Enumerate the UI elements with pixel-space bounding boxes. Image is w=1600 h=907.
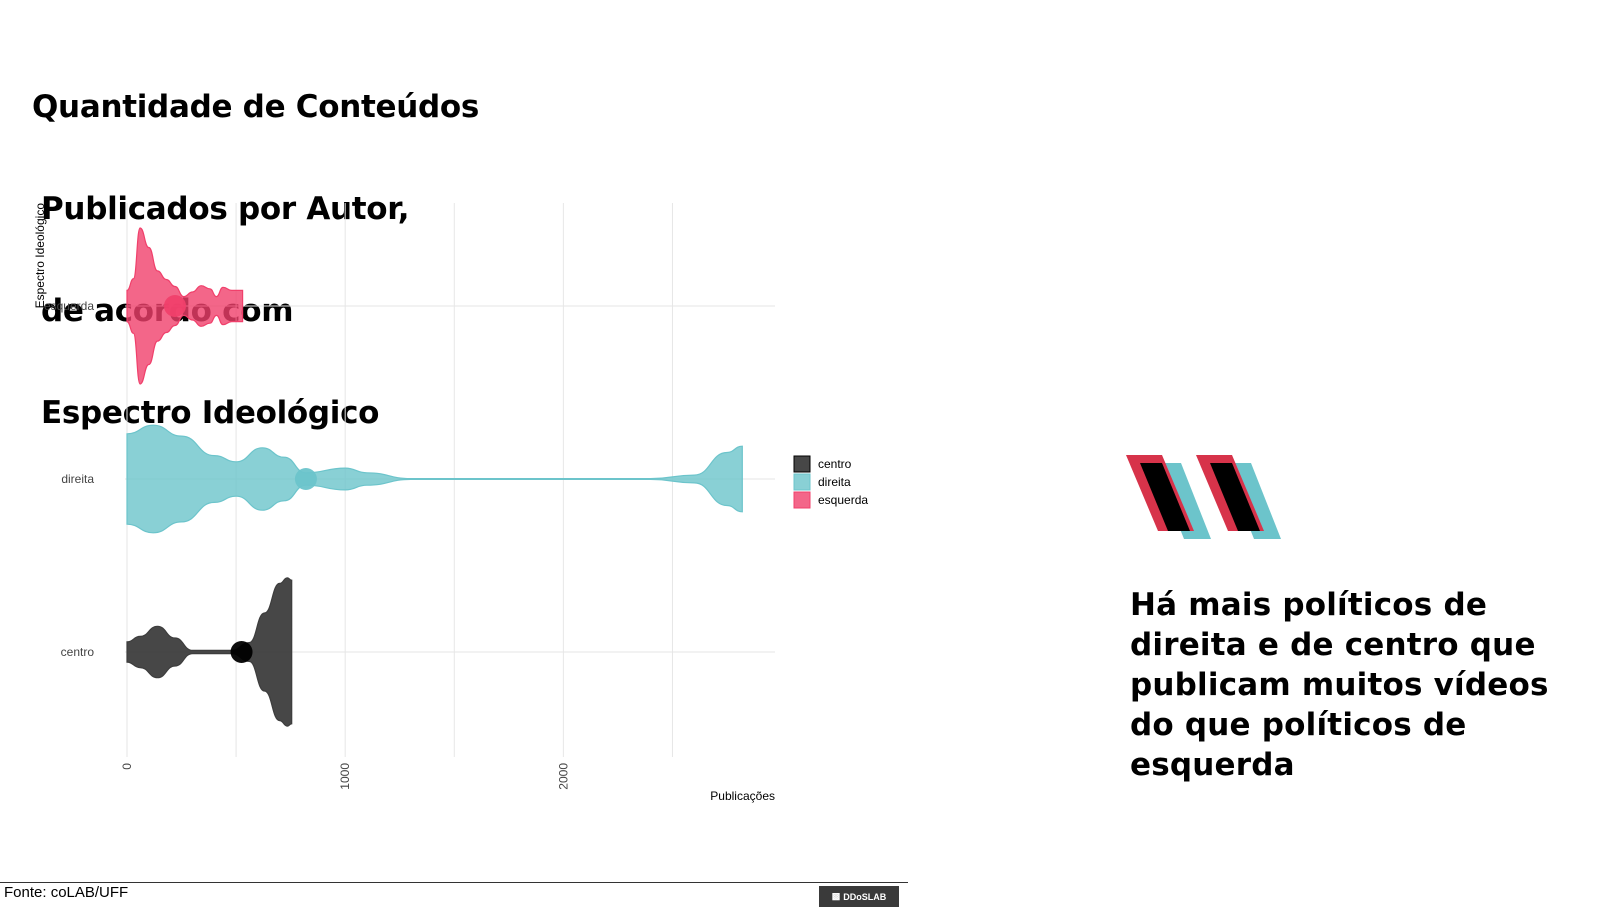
violin-centro [126, 577, 293, 727]
mean-point-direita [294, 468, 317, 490]
statement-line-2: direita e de centro que [1130, 627, 1536, 663]
brand-logo: ▩ DDoSLAB [819, 886, 899, 907]
statement-line-3: publicam muitos vídeos [1130, 667, 1549, 703]
y-tick-label: centro [61, 645, 95, 659]
y-tick-label: direita [61, 472, 94, 486]
violin-chart: esquerda direita centro 0 1000 2000 Publicaçõe… [33, 203, 868, 803]
title-line-1: Quantidade de Conteúdos [32, 89, 480, 125]
x-tick-label: 2000 [556, 763, 570, 790]
violin-direita [126, 424, 743, 534]
footer-divider [0, 882, 908, 883]
statement-line-1: Há mais políticos de [1130, 587, 1488, 623]
legend-label-centro: centro [818, 457, 852, 471]
y-tick-label: esquerda [44, 299, 94, 313]
mean-point-centro [230, 641, 253, 663]
title-line-4: Espectro Ideológico [41, 395, 380, 431]
brand-name: DDoSLAB [843, 891, 887, 902]
title-line-2: Publicados por Autor, [41, 191, 410, 227]
legend-label-esquerda: esquerda [818, 493, 868, 507]
x-tick-label: 1000 [338, 763, 352, 790]
quotation-mark-icon [1126, 455, 1281, 539]
y-axis-label: Espectro Ideológico [33, 203, 47, 309]
legend-swatch-esquerda [793, 491, 811, 509]
legend-swatch-centro [793, 455, 811, 473]
legend-label-direita: direita [818, 475, 851, 489]
statement-line-4: do que políticos de [1130, 707, 1467, 743]
chat-icon: ▩ [831, 891, 841, 901]
key-statement: Há mais políticos de direita e de centro… [1130, 585, 1590, 785]
x-tick-label: 0 [120, 763, 134, 770]
x-axis-label: Publicações [710, 789, 775, 803]
source-note: Fonte: coLAB/UFF [4, 884, 129, 901]
statement-line-5: esquerda [1130, 747, 1295, 783]
mean-point-esquerda [164, 295, 186, 317]
legend-swatch-direita [793, 473, 811, 491]
